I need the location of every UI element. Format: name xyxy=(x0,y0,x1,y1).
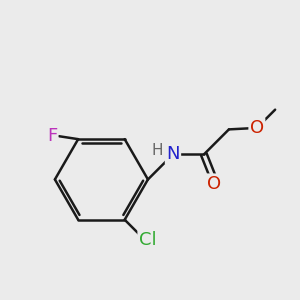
Text: H: H xyxy=(152,143,164,158)
Text: O: O xyxy=(207,175,221,193)
Text: F: F xyxy=(47,127,57,145)
Text: O: O xyxy=(250,119,264,137)
Text: Cl: Cl xyxy=(139,231,157,249)
Text: N: N xyxy=(166,146,180,164)
